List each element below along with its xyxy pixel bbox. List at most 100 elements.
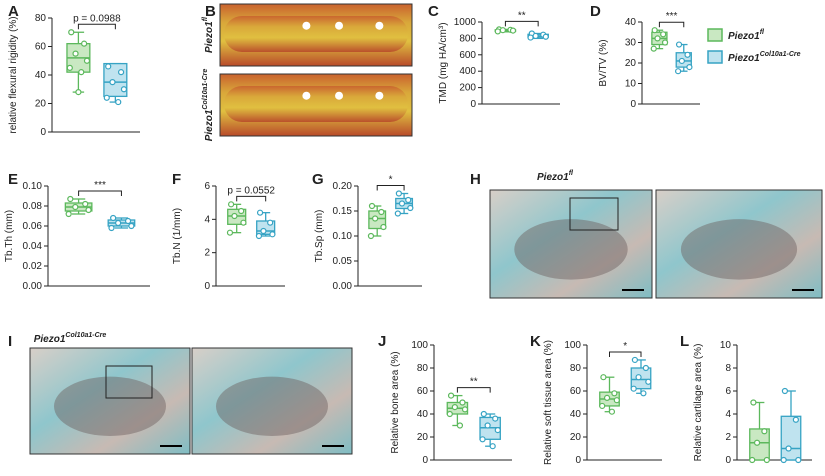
data-point <box>785 445 792 452</box>
panel-letter: G <box>312 171 324 188</box>
data-point <box>226 229 234 236</box>
micrograph <box>191 347 353 455</box>
y-tick-label: 0 <box>204 281 210 292</box>
panel-letter: A <box>8 3 19 20</box>
y-tick-label: 0.10 <box>23 181 43 192</box>
y-tick-label: 1000 <box>454 17 477 28</box>
data-point <box>240 219 247 226</box>
y-tick-label: 0 <box>422 455 428 466</box>
data-point <box>407 204 414 212</box>
y-tick-label: 8 <box>725 363 731 374</box>
data-point <box>661 39 669 46</box>
data-point <box>395 190 402 197</box>
data-point <box>675 68 682 75</box>
data-point <box>479 436 486 443</box>
y-tick-label: 80 <box>417 363 429 374</box>
data-point <box>489 443 496 450</box>
zoom-box <box>105 365 153 399</box>
label-sup: fl <box>760 29 765 36</box>
data-point <box>763 456 770 464</box>
screw-hole <box>375 91 384 100</box>
y-tick-label: 20 <box>625 58 637 69</box>
significance-label: ** <box>518 10 526 21</box>
panel-letter: I <box>8 333 12 350</box>
screw-hole <box>335 21 344 30</box>
data-point <box>527 34 534 41</box>
y-tick-label: 600 <box>459 50 476 61</box>
screw-hole <box>335 91 344 100</box>
data-point <box>611 390 618 397</box>
image-label: Piezo1Col10a1-Cre <box>202 69 215 142</box>
panel-letter: J <box>378 333 386 350</box>
panel-letter: K <box>530 333 541 350</box>
y-tick-label: 0.00 <box>23 281 43 292</box>
legend-label: Piezo1fl <box>728 29 765 42</box>
data-point <box>750 399 757 406</box>
y-tick-label: 80 <box>35 13 47 24</box>
image-label: Piezo1Col10a1-Cre <box>34 332 107 345</box>
panel-letter: E <box>8 171 18 188</box>
significance-bracket <box>78 190 122 196</box>
y-tick-label: 100 <box>564 340 581 351</box>
data-point <box>480 410 487 418</box>
data-point <box>781 387 789 395</box>
significance-label: * <box>389 175 393 186</box>
y-axis-label: Relative bone area (%) <box>390 351 401 453</box>
significance-bracket <box>236 195 267 202</box>
data-point <box>686 63 693 71</box>
y-tick-label: 0.10 <box>333 231 353 242</box>
bone-shaft <box>224 16 408 52</box>
label-sup: fl <box>569 170 574 177</box>
data-point <box>117 69 125 76</box>
data-point <box>368 202 376 210</box>
data-point <box>542 33 549 40</box>
data-point <box>456 422 464 429</box>
y-tick-label: 10 <box>720 340 732 351</box>
y-tick-label: 40 <box>35 70 47 81</box>
data-point <box>459 399 466 406</box>
data-point <box>678 57 685 65</box>
data-point <box>451 404 458 411</box>
panel-letter: F <box>172 171 181 188</box>
data-point <box>124 217 132 225</box>
data-point <box>780 456 787 464</box>
data-point <box>654 35 661 42</box>
y-tick-label: 40 <box>417 409 429 420</box>
box <box>780 415 802 461</box>
y-tick-label: 30 <box>625 38 637 49</box>
data-point <box>494 28 501 35</box>
data-point <box>608 408 616 415</box>
y-axis-label: BV/TV (%) <box>598 39 609 86</box>
panel-letter: B <box>205 3 216 20</box>
data-point <box>75 88 82 96</box>
significance-bracket <box>504 20 539 27</box>
data-point <box>642 364 649 372</box>
y-tick-label: 0.05 <box>333 256 353 267</box>
data-point <box>72 203 79 211</box>
significance-label: * <box>623 341 627 352</box>
data-point <box>749 456 756 464</box>
data-point <box>115 219 122 227</box>
label-sup: Col10a1-Cre <box>202 69 209 110</box>
zoom-box <box>569 197 619 231</box>
data-point <box>255 232 263 240</box>
y-axis-label: Relative cartilage area (%) <box>693 344 704 462</box>
data-point <box>494 427 501 434</box>
tissue <box>514 219 628 280</box>
data-point <box>115 98 122 106</box>
data-point <box>398 200 406 207</box>
data-point <box>67 195 74 203</box>
y-tick-label: 60 <box>417 386 429 397</box>
data-point <box>684 51 691 58</box>
data-point <box>82 200 89 208</box>
data-point <box>83 57 91 64</box>
data-point <box>128 222 135 230</box>
y-axis-label: TMD (mg HA/cm³) <box>438 22 449 103</box>
data-point <box>238 207 245 215</box>
y-tick-label: 0.04 <box>23 241 43 252</box>
label-name: Piezo1 <box>204 109 215 141</box>
y-tick-label: 0 <box>575 455 581 466</box>
data-point <box>613 397 620 404</box>
y-tick-label: 10 <box>625 79 637 90</box>
bone-shaft <box>224 86 408 122</box>
